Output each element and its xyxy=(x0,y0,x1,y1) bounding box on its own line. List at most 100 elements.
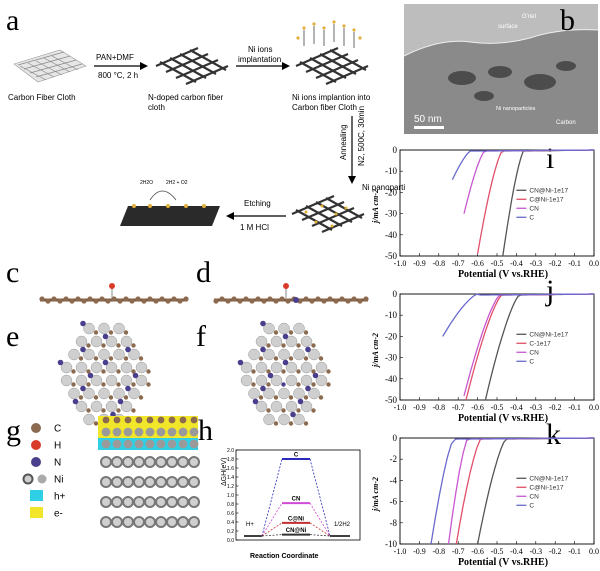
nickel-atom xyxy=(167,439,177,449)
carbon-atom xyxy=(63,296,69,302)
legend-swatch xyxy=(37,474,47,484)
nickel-atom xyxy=(122,456,134,468)
nickel-atom xyxy=(120,400,133,413)
h-end-label: 1/2H2 xyxy=(334,522,351,528)
nickel-atom xyxy=(113,387,125,400)
implanted-cloth-image xyxy=(295,20,369,86)
nickel-atom xyxy=(166,496,178,508)
nickel-atom xyxy=(100,516,112,528)
carbon-atom xyxy=(131,382,136,387)
nickel-atom xyxy=(263,387,275,400)
ni-nanoparticle-caption: Ni nanoparti xyxy=(362,183,405,192)
nitrogen-atom xyxy=(267,372,274,379)
panel-b-label: b xyxy=(560,4,575,37)
x-tick-label: -0.3 xyxy=(529,403,542,412)
step1-condition-bottom: 800 °C, 2 h xyxy=(98,71,138,80)
panel-d-label: d xyxy=(196,256,211,289)
nickel-atom xyxy=(156,427,166,437)
nickel-atom xyxy=(98,348,110,361)
nickel-atom xyxy=(75,335,88,348)
implanted-caption-1: Ni ions implantion into xyxy=(292,93,371,102)
carbon-atom xyxy=(51,296,57,302)
x-tick-label: -0.7 xyxy=(452,547,465,556)
nickel-atom xyxy=(100,476,112,488)
nickel-atom xyxy=(285,335,298,348)
carbon-atom xyxy=(153,298,159,304)
nitrogen-atom xyxy=(282,333,289,340)
nickel-atom xyxy=(188,456,200,468)
hydrogen-atom xyxy=(109,283,115,289)
nickel-atom xyxy=(133,476,145,488)
y-tick-label: -30 xyxy=(385,209,397,219)
carbon-atom xyxy=(273,298,279,304)
carbon-atom xyxy=(281,382,286,387)
carbon-atom xyxy=(255,296,261,302)
graphene-side-view-c xyxy=(39,283,189,304)
nitrogen-atom xyxy=(260,385,266,392)
carbon-atom xyxy=(311,408,316,413)
carbon-atom xyxy=(146,369,151,374)
carbon-atom xyxy=(93,395,99,400)
nitrogen-atom xyxy=(125,346,131,353)
carbon-atom xyxy=(108,395,114,400)
legend-label: C@Ni-1e17 xyxy=(529,197,563,204)
panel-label: k xyxy=(546,418,561,451)
carbon-atom xyxy=(179,416,187,424)
y-tick-label: 0 xyxy=(393,289,398,299)
chart-i: -1.0 -0.9 -0.8 -0.7 -0.6 -0.5 -0.4 -0.3 -0.2 -0.1… xyxy=(371,142,599,280)
h-level-label: CN xyxy=(292,497,301,503)
legend-swatch xyxy=(31,457,41,467)
lattice-top-view-e xyxy=(57,320,151,426)
nickel-atom xyxy=(300,400,313,413)
graphene-side-view-d xyxy=(213,283,369,304)
series-line-CN xyxy=(447,437,594,545)
nickel-atom xyxy=(270,335,283,348)
nickel-atom xyxy=(112,427,122,437)
nickel-atom xyxy=(177,456,189,468)
carbon-atom xyxy=(318,395,324,400)
carbon-atom xyxy=(281,408,286,413)
x-tick-label: -0.7 xyxy=(452,259,465,268)
y-tick-label: -2 xyxy=(390,454,398,464)
nickel-atom xyxy=(248,348,260,361)
nitrogen-atom xyxy=(102,333,109,340)
carbon-atom xyxy=(303,296,309,302)
h-tick-label: 1.2 xyxy=(227,484,234,490)
nickel-atom xyxy=(145,427,155,437)
hydrogen-atom xyxy=(283,283,289,289)
carbon-atom xyxy=(129,298,135,304)
carbon-atom xyxy=(93,330,99,335)
nickel-atom xyxy=(134,439,144,449)
y-tick-label: -10 xyxy=(385,166,397,176)
carbon-atom xyxy=(99,296,105,302)
nickel-atom xyxy=(255,335,268,348)
panel-f-label: f xyxy=(196,320,206,353)
carbon-atom xyxy=(123,330,129,335)
nickel-atom xyxy=(90,335,103,348)
carbon-atom xyxy=(281,369,286,374)
legend-swatch xyxy=(31,440,41,450)
nickel-atom xyxy=(68,348,80,361)
legend-label: C xyxy=(54,424,61,435)
nitrogen-atom xyxy=(237,359,244,366)
nickel-atom xyxy=(98,387,110,400)
etching-label: Etching xyxy=(244,199,271,208)
hcl-label: 1 M HCl xyxy=(240,223,269,232)
nickel-atom xyxy=(285,400,298,413)
carbon-atom xyxy=(363,296,369,302)
nickel-atom xyxy=(263,322,275,335)
carbon-atom xyxy=(177,298,183,304)
nickel-atom xyxy=(263,348,275,361)
carbon-atom xyxy=(78,356,84,361)
carbon-atom xyxy=(258,356,264,361)
nickel-atom xyxy=(144,456,156,468)
carbon-atom xyxy=(311,369,316,374)
nickel-atom xyxy=(113,322,125,335)
x-tick-label: -0.8 xyxy=(432,547,445,556)
carbon-atom xyxy=(345,298,351,304)
carbon-label: Carbon xyxy=(556,120,576,126)
carbon-atom xyxy=(273,356,279,361)
carbon-atom xyxy=(45,298,51,304)
nitrogen-atom xyxy=(80,385,86,392)
series-line-CN xyxy=(463,149,594,214)
